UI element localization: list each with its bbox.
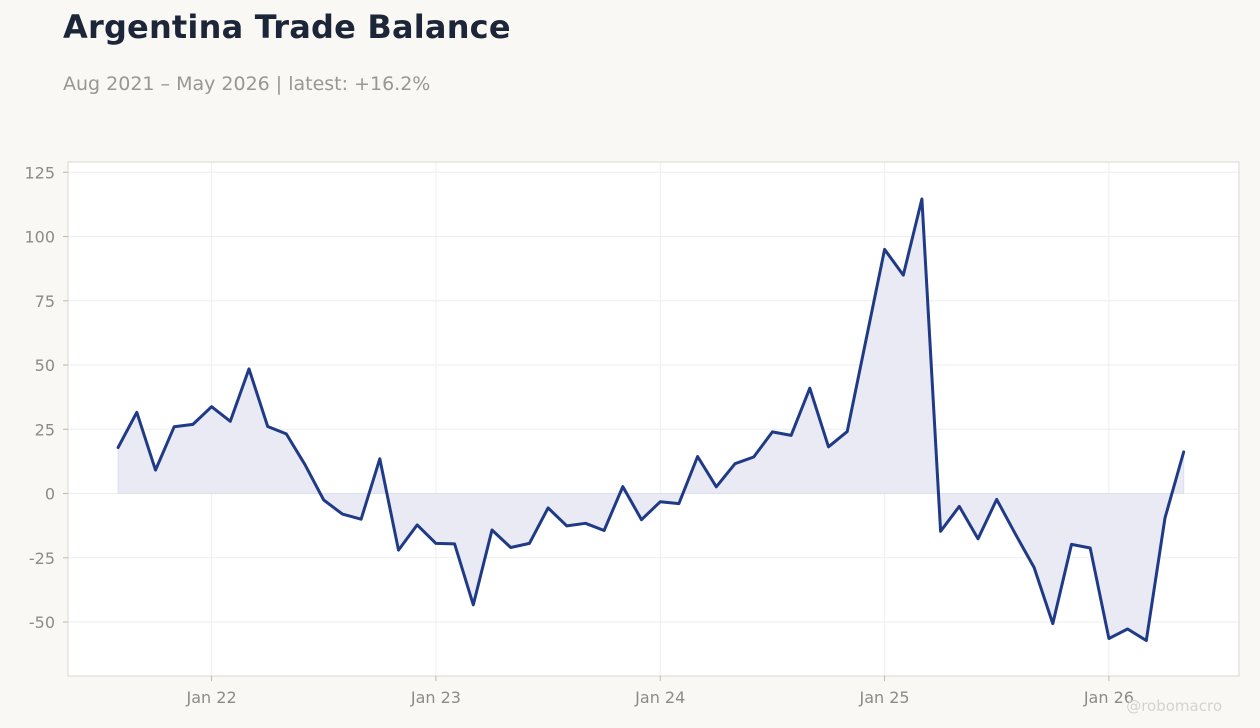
y-tick-label: -50 — [29, 613, 55, 632]
y-tick-label: -25 — [29, 549, 55, 568]
data-point — [1163, 516, 1167, 520]
data-point — [471, 603, 475, 607]
data-point — [883, 247, 887, 251]
data-point — [1182, 450, 1186, 454]
data-point — [322, 498, 326, 502]
x-tick-label: Jan 24 — [634, 688, 685, 707]
data-point — [640, 518, 644, 522]
data-point — [154, 468, 158, 472]
data-point — [266, 425, 270, 429]
data-point — [397, 548, 401, 552]
data-point — [191, 422, 195, 426]
data-point — [135, 410, 139, 414]
data-point — [696, 455, 700, 459]
data-point — [490, 528, 494, 532]
y-tick-label: 25 — [35, 420, 55, 439]
data-point — [1051, 622, 1055, 626]
data-point — [116, 446, 120, 450]
data-point — [378, 457, 382, 461]
data-point — [453, 542, 457, 546]
data-point — [752, 455, 756, 459]
data-point — [1088, 546, 1092, 550]
axes: 125 100 75 50 25 0 -25 -50 Jan 22 Jan 23 Jan 24 Jan… — [24, 163, 1133, 707]
chart-title: Argentina Trade Balance — [63, 8, 511, 46]
data-point — [677, 502, 681, 506]
data-point — [920, 197, 924, 201]
data-point — [845, 430, 849, 434]
data-point — [1032, 566, 1036, 570]
data-point — [1107, 637, 1111, 641]
data-point — [228, 419, 232, 423]
data-point — [1070, 542, 1074, 546]
y-tick-label: 125 — [24, 163, 55, 182]
data-point — [565, 524, 569, 528]
data-point — [1013, 532, 1017, 536]
data-point — [509, 546, 513, 550]
chart-subtitle: Aug 2021 – May 2026 | latest: +16.2% — [63, 73, 431, 95]
y-tick-label: 0 — [45, 485, 55, 504]
data-point — [714, 485, 718, 489]
data-point — [527, 541, 531, 545]
data-point — [546, 506, 550, 510]
data-point — [827, 445, 831, 449]
data-point — [172, 425, 176, 429]
data-point — [658, 500, 662, 504]
data-point — [789, 433, 793, 437]
data-point — [359, 517, 363, 521]
data-point — [808, 386, 812, 390]
data-point — [303, 463, 307, 467]
data-point — [284, 432, 288, 436]
data-point — [976, 537, 980, 541]
x-tick-label: Jan 23 — [410, 688, 461, 707]
data-point — [1144, 639, 1148, 643]
data-point — [995, 497, 999, 501]
plot-border — [67, 161, 1240, 677]
data-point — [864, 338, 868, 342]
y-tick-label: 50 — [35, 356, 55, 375]
data-point — [621, 485, 625, 489]
data-point — [247, 367, 251, 371]
data-point — [602, 529, 606, 533]
data-point — [901, 273, 905, 277]
series-line — [116, 197, 1186, 642]
data-point — [434, 541, 438, 545]
data-point — [415, 523, 419, 527]
data-point — [210, 405, 214, 409]
data-point — [957, 504, 961, 508]
data-point — [733, 462, 737, 466]
watermark: @robomacro — [1126, 697, 1222, 715]
x-tick-label: Jan 26 — [1083, 688, 1134, 707]
x-tick-label: Jan 25 — [859, 688, 910, 707]
data-point — [1126, 627, 1130, 631]
data-point — [939, 529, 943, 533]
data-point — [584, 521, 588, 525]
y-tick-label: 75 — [35, 292, 55, 311]
y-tick-label: 100 — [24, 228, 55, 247]
data-point — [340, 512, 344, 516]
x-tick-label: Jan 22 — [186, 688, 237, 707]
data-point — [770, 430, 774, 434]
